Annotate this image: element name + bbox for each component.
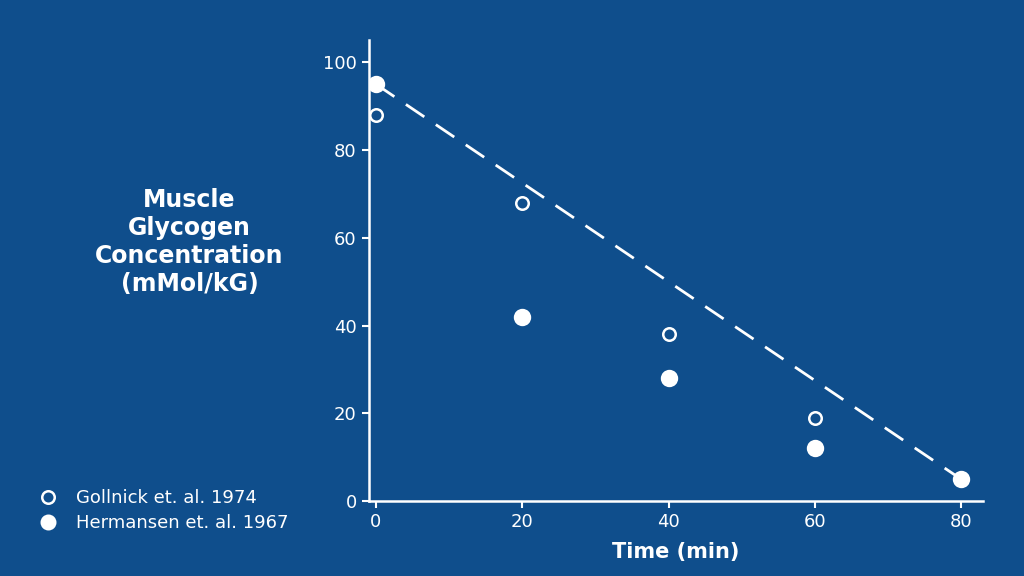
X-axis label: Time (min): Time (min) xyxy=(612,542,739,562)
Text: Muscle
Glycogen
Concentration
(mMol/kG): Muscle Glycogen Concentration (mMol/kG) xyxy=(95,188,284,295)
Legend: Gollnick et. al. 1974, Hermansen et. al. 1967: Gollnick et. al. 1974, Hermansen et. al.… xyxy=(30,489,289,532)
